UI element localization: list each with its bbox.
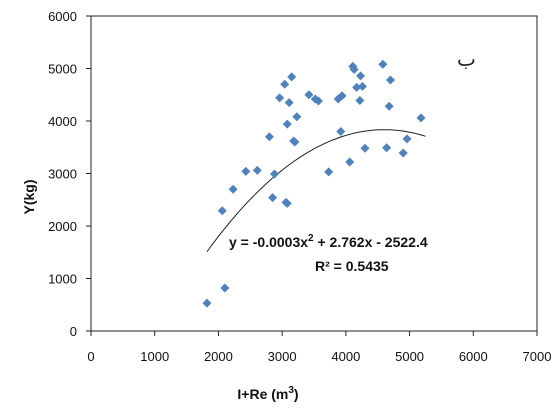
y-tick-label: 5000: [48, 62, 77, 77]
data-point: [384, 101, 394, 111]
trendline: [206, 129, 426, 252]
data-point: [275, 93, 285, 103]
data-point: [385, 75, 395, 85]
x-tick-label: 1000: [140, 349, 169, 364]
data-point: [268, 193, 278, 203]
y-tick-label: 2000: [48, 219, 77, 234]
data-point: [337, 91, 347, 101]
data-point: [282, 198, 292, 208]
data-point: [352, 82, 362, 92]
y-axis-title: Y(kg): [21, 180, 37, 215]
data-point: [360, 143, 370, 153]
data-point: [292, 112, 302, 122]
x-tick-label: 6000: [459, 349, 488, 364]
data-point: [336, 127, 346, 136]
data-point: [355, 96, 365, 106]
x-tick-label: 7000: [523, 349, 552, 364]
data-point: [290, 137, 300, 147]
data-point: [382, 143, 392, 153]
y-tick-label: 6000: [48, 9, 77, 24]
data-point: [324, 167, 334, 177]
data-point: [202, 298, 212, 308]
data-point: [398, 148, 408, 158]
data-point: [228, 184, 238, 194]
data-point: [280, 79, 290, 89]
x-tick-label: 3000: [268, 349, 297, 364]
data-point: [378, 59, 388, 69]
x-tick-label: 2000: [204, 349, 233, 364]
data-point: [269, 169, 279, 179]
data-point: [349, 65, 359, 75]
y-tick-label: 4000: [48, 114, 77, 129]
data-point: [357, 81, 367, 91]
data-point: [282, 119, 292, 129]
data-point: [402, 134, 412, 144]
data-point: [241, 166, 251, 176]
r-squared-label: R² = 0.5435: [315, 258, 389, 274]
data-point: [287, 72, 297, 82]
data-point: [252, 165, 262, 175]
y-tick-label: 0: [70, 324, 77, 339]
data-point: [217, 206, 227, 216]
data-point: [304, 90, 314, 100]
corner-label: ب: [457, 47, 476, 71]
data-point: [284, 98, 294, 108]
y-tick-label: 1000: [48, 272, 77, 287]
x-axis-title: I+Re (m3): [237, 385, 298, 402]
data-point: [264, 132, 274, 142]
x-tick-label: 5000: [395, 349, 424, 364]
data-point: [416, 113, 426, 123]
x-tick-label: 0: [87, 349, 94, 364]
data-point: [220, 283, 230, 293]
data-point: [356, 71, 366, 81]
plot-area: 0 1000 2000 3000 4000 5000 6000 7000 0 1000 2000 30…: [48, 9, 551, 364]
trendline-equation: y = -0.0003x2 + 2.762x - 2522.4: [229, 233, 428, 250]
y-tick-label: 3000: [48, 167, 77, 182]
x-tick-label: 4000: [331, 349, 360, 364]
data-point: [313, 96, 323, 106]
data-point: [345, 157, 355, 167]
